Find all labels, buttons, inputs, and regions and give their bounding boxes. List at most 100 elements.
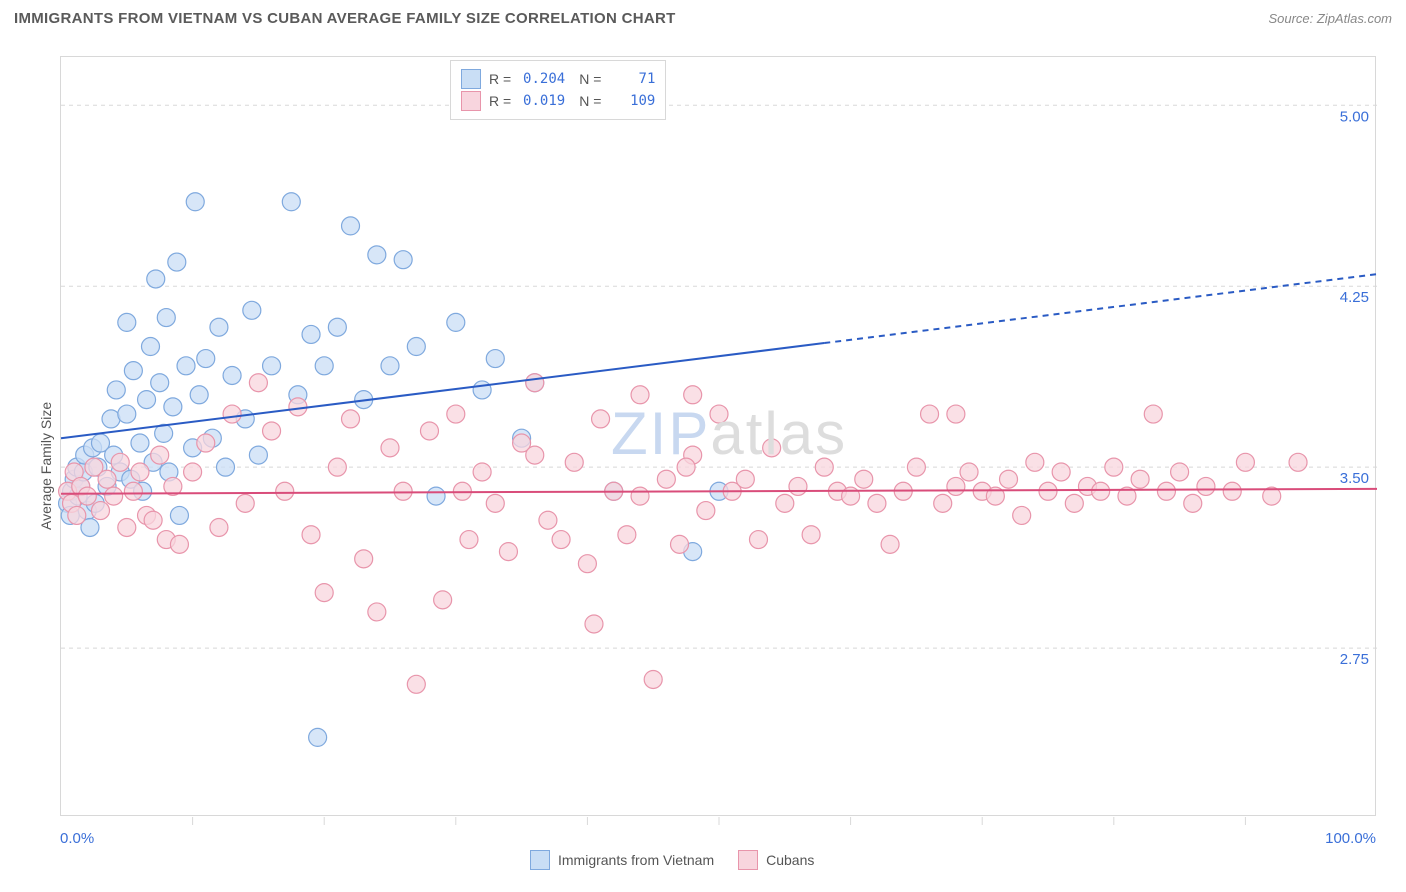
data-point-cubans — [111, 453, 129, 471]
data-point-cubans — [124, 482, 142, 500]
data-point-cubans — [1184, 494, 1202, 512]
y-tick-label: 3.50 — [1340, 470, 1369, 487]
data-point-vietnam — [302, 325, 320, 343]
data-point-cubans — [677, 458, 695, 476]
data-point-vietnam — [473, 381, 491, 399]
data-point-cubans — [263, 422, 281, 440]
data-point-cubans — [1039, 482, 1057, 500]
data-point-vietnam — [249, 446, 267, 464]
series-legend: Immigrants from Vietnam Cubans — [530, 850, 814, 870]
data-point-cubans — [1131, 470, 1149, 488]
data-point-vietnam — [118, 405, 136, 423]
data-point-cubans — [197, 434, 215, 452]
data-point-cubans — [276, 482, 294, 500]
title-row: IMMIGRANTS FROM VIETNAM VS CUBAN AVERAGE… — [10, 10, 1396, 31]
data-point-cubans — [684, 386, 702, 404]
data-point-cubans — [473, 463, 491, 481]
data-point-cubans — [526, 374, 544, 392]
data-point-cubans — [539, 511, 557, 529]
data-point-cubans — [1105, 458, 1123, 476]
data-point-cubans — [223, 405, 241, 423]
data-point-cubans — [499, 543, 517, 561]
data-point-cubans — [131, 463, 149, 481]
plot-svg: 2.753.504.255.00 — [61, 57, 1377, 817]
data-point-cubans — [1223, 482, 1241, 500]
data-point-cubans — [802, 526, 820, 544]
data-point-cubans — [1026, 453, 1044, 471]
data-point-cubans — [170, 535, 188, 553]
data-point-vietnam — [151, 374, 169, 392]
data-point-cubans — [328, 458, 346, 476]
legend-n-value-vietnam: 71 — [609, 71, 655, 87]
data-point-cubans — [68, 506, 86, 524]
data-point-vietnam — [328, 318, 346, 336]
y-axis-label: Average Family Size — [38, 402, 54, 530]
data-point-cubans — [855, 470, 873, 488]
data-point-cubans — [315, 584, 333, 602]
bottom-legend-swatch-vietnam — [530, 850, 550, 870]
data-point-cubans — [552, 531, 570, 549]
data-point-cubans — [486, 494, 504, 512]
data-point-cubans — [1236, 453, 1254, 471]
data-point-vietnam — [282, 193, 300, 211]
data-point-cubans — [815, 458, 833, 476]
data-point-cubans — [368, 603, 386, 621]
data-point-vietnam — [177, 357, 195, 375]
data-point-cubans — [355, 550, 373, 568]
data-point-vietnam — [309, 728, 327, 746]
data-point-vietnam — [107, 381, 125, 399]
data-point-vietnam — [102, 410, 120, 428]
data-point-cubans — [1157, 482, 1175, 500]
y-tick-label: 2.75 — [1340, 651, 1369, 668]
data-point-vietnam — [427, 487, 445, 505]
data-point-vietnam — [342, 217, 360, 235]
data-point-vietnam — [131, 434, 149, 452]
data-point-vietnam — [486, 350, 504, 368]
legend-swatch-cubans — [461, 91, 481, 111]
bottom-legend-item-cubans: Cubans — [738, 850, 814, 870]
data-point-vietnam — [118, 313, 136, 331]
data-point-cubans — [710, 405, 728, 423]
data-point-cubans — [776, 494, 794, 512]
data-point-vietnam — [223, 366, 241, 384]
data-point-cubans — [585, 615, 603, 633]
data-point-cubans — [565, 453, 583, 471]
legend-n-label: N = — [579, 71, 601, 87]
data-point-vietnam — [157, 309, 175, 327]
data-point-vietnam — [186, 193, 204, 211]
data-point-cubans — [105, 487, 123, 505]
data-point-vietnam — [394, 251, 412, 269]
chart-title: IMMIGRANTS FROM VIETNAM VS CUBAN AVERAGE… — [14, 10, 676, 27]
data-point-cubans — [1197, 477, 1215, 495]
data-point-cubans — [921, 405, 939, 423]
data-point-cubans — [749, 531, 767, 549]
data-point-cubans — [947, 405, 965, 423]
plot-area: 2.753.504.255.00 ZIPatlas — [60, 56, 1376, 816]
data-point-cubans — [1052, 463, 1070, 481]
legend-r-value-cubans: 0.019 — [519, 93, 565, 109]
correlation-legend: R =0.204N =71R =0.019N =109 — [450, 60, 666, 120]
legend-n-label: N = — [579, 93, 601, 109]
data-point-vietnam — [243, 301, 261, 319]
data-point-cubans — [631, 487, 649, 505]
data-point-cubans — [592, 410, 610, 428]
data-point-vietnam — [190, 386, 208, 404]
data-point-cubans — [118, 518, 136, 536]
data-point-cubans — [907, 458, 925, 476]
data-point-cubans — [447, 405, 465, 423]
legend-r-label: R = — [489, 93, 511, 109]
data-point-cubans — [644, 670, 662, 688]
data-point-cubans — [526, 446, 544, 464]
data-point-vietnam — [147, 270, 165, 288]
data-point-cubans — [249, 374, 267, 392]
data-point-cubans — [342, 410, 360, 428]
data-point-cubans — [236, 494, 254, 512]
chart-container: IMMIGRANTS FROM VIETNAM VS CUBAN AVERAGE… — [10, 10, 1396, 882]
data-point-cubans — [868, 494, 886, 512]
data-point-cubans — [434, 591, 452, 609]
data-point-vietnam — [210, 318, 228, 336]
data-point-cubans — [184, 463, 202, 481]
data-point-cubans — [381, 439, 399, 457]
data-point-cubans — [1144, 405, 1162, 423]
bottom-legend-item-vietnam: Immigrants from Vietnam — [530, 850, 714, 870]
